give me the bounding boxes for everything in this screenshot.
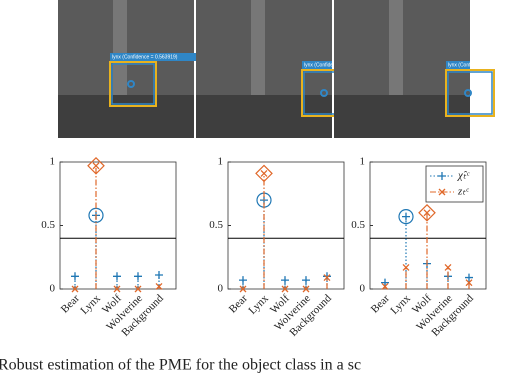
- legend-box: [425, 165, 484, 203]
- y-tick-label: 0.5: [209, 219, 223, 231]
- label-bg: [110, 53, 198, 61]
- cross-marker: [260, 169, 268, 177]
- y-tick-label: 0: [218, 283, 224, 295]
- detection-box: [445, 69, 495, 117]
- cross-marker: [92, 162, 100, 170]
- plus-marker: [239, 276, 247, 285]
- y-tick-label: 0.5: [351, 219, 365, 231]
- x-tick-label: Lynx: [246, 292, 271, 317]
- label-bg: [302, 61, 332, 69]
- plus-marker: [381, 278, 389, 287]
- center-marker: [464, 89, 472, 97]
- detection-label: lynx (Confidence = 0.563072): [448, 62, 514, 68]
- x-tick-label: Lynx: [78, 292, 103, 317]
- cross-marker: [239, 285, 247, 293]
- plus-marker: [71, 272, 79, 281]
- legend-symbol: [438, 172, 446, 180]
- plus-marker: [323, 272, 331, 281]
- x-tick-label: Bear: [369, 292, 392, 315]
- y-tick-label: 0: [360, 283, 366, 295]
- cross-marker: [465, 279, 473, 287]
- tree-trunk: [251, 0, 265, 110]
- label-bg: [446, 61, 470, 69]
- cross-marker: [444, 263, 452, 271]
- cross-marker: [134, 285, 142, 293]
- cross-marker: [402, 263, 410, 271]
- y-tick-label: 0.5: [41, 219, 55, 231]
- plot-frame: [227, 161, 345, 290]
- x-tick-label: Bear: [227, 292, 250, 315]
- caption: Robust estimation of the PME for the obj…: [0, 357, 361, 374]
- y-tick-label: 1: [50, 156, 56, 168]
- tree-trunk: [389, 0, 403, 110]
- cross-marker: [302, 285, 310, 293]
- y-tick-label: 1: [218, 156, 224, 168]
- detection-box-inner: [111, 63, 155, 105]
- cross-marker: [113, 285, 121, 293]
- y-tick-label: 0: [50, 283, 56, 295]
- legend-label: zₜᶜ: [457, 186, 470, 198]
- cross-marker: [71, 285, 79, 293]
- legend-label: χ̂ₜᶜ: [457, 170, 470, 182]
- max-highlight: [418, 203, 436, 222]
- plus-marker: [281, 276, 289, 285]
- cross-marker: [323, 274, 331, 282]
- x-tick-label: Bear: [59, 292, 82, 315]
- cross-marker: [381, 283, 389, 290]
- cross-marker: [423, 209, 431, 217]
- center-marker: [127, 80, 135, 88]
- x-tick-label: Lynx: [388, 292, 413, 317]
- plus-marker: [113, 272, 121, 281]
- legend-symbol: [438, 188, 446, 196]
- y-tick-label: 1: [360, 156, 366, 168]
- detection-box-inner: [447, 71, 493, 115]
- plus-marker: [402, 212, 410, 221]
- detection-box: [109, 61, 157, 107]
- plot-frame: [59, 161, 177, 290]
- plus-marker: [134, 272, 142, 281]
- center-marker: [320, 89, 328, 97]
- plus-marker: [465, 273, 473, 282]
- plus-marker: [155, 271, 163, 280]
- detection-label: lynx (Confidence = 0.563919): [112, 54, 178, 60]
- ground: [58, 95, 194, 138]
- cross-marker: [281, 285, 289, 293]
- plus-marker: [302, 276, 310, 285]
- max-highlight: [255, 164, 273, 183]
- cross-marker: [155, 283, 163, 290]
- max-highlight: [87, 156, 105, 175]
- max-highlight: [398, 209, 414, 225]
